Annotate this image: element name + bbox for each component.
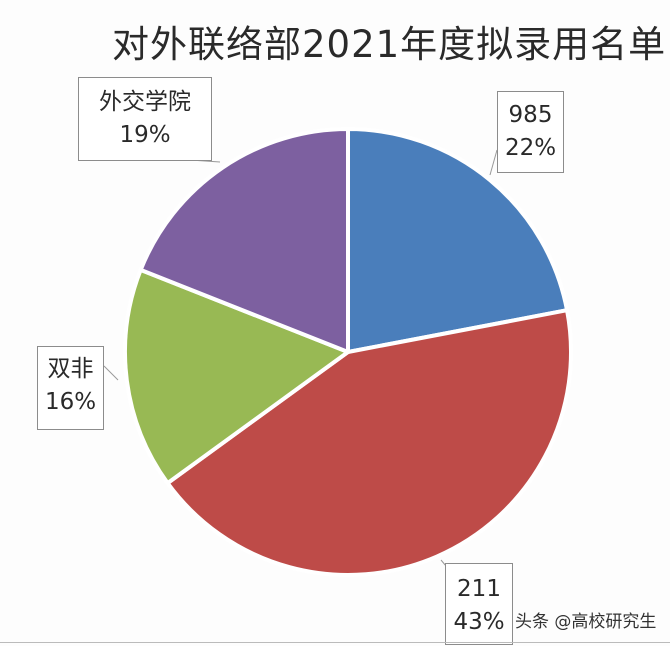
- label-percent: 16%: [44, 389, 97, 415]
- leader-line-shuangfei: [103, 365, 119, 381]
- label-category: 211: [457, 576, 501, 602]
- watermark: 头条 @高校研究生: [515, 612, 657, 632]
- data-label-211: 211 43%: [445, 563, 513, 645]
- data-label-985: 985 22%: [497, 91, 564, 173]
- data-label-waijiao: 外交学院 19%: [78, 77, 212, 161]
- label-category: 双非: [47, 356, 94, 382]
- label-percent: 22%: [504, 135, 557, 161]
- label-percent: 19%: [119, 122, 171, 148]
- label-category: 外交学院: [99, 89, 191, 115]
- chart-title: 对外联络部2021年度拟录用名单: [112, 23, 667, 66]
- leader-line-985: [489, 149, 498, 176]
- slice-985: [346, 127, 570, 354]
- slice-211: [165, 308, 573, 577]
- slice-waijiao: [138, 127, 350, 354]
- label-category: 985: [508, 102, 553, 128]
- label-percent: 43%: [453, 609, 505, 635]
- slice-shuangfei: [123, 267, 350, 486]
- divider: [0, 642, 670, 643]
- data-label-shuangfei: 双非 16%: [37, 346, 104, 430]
